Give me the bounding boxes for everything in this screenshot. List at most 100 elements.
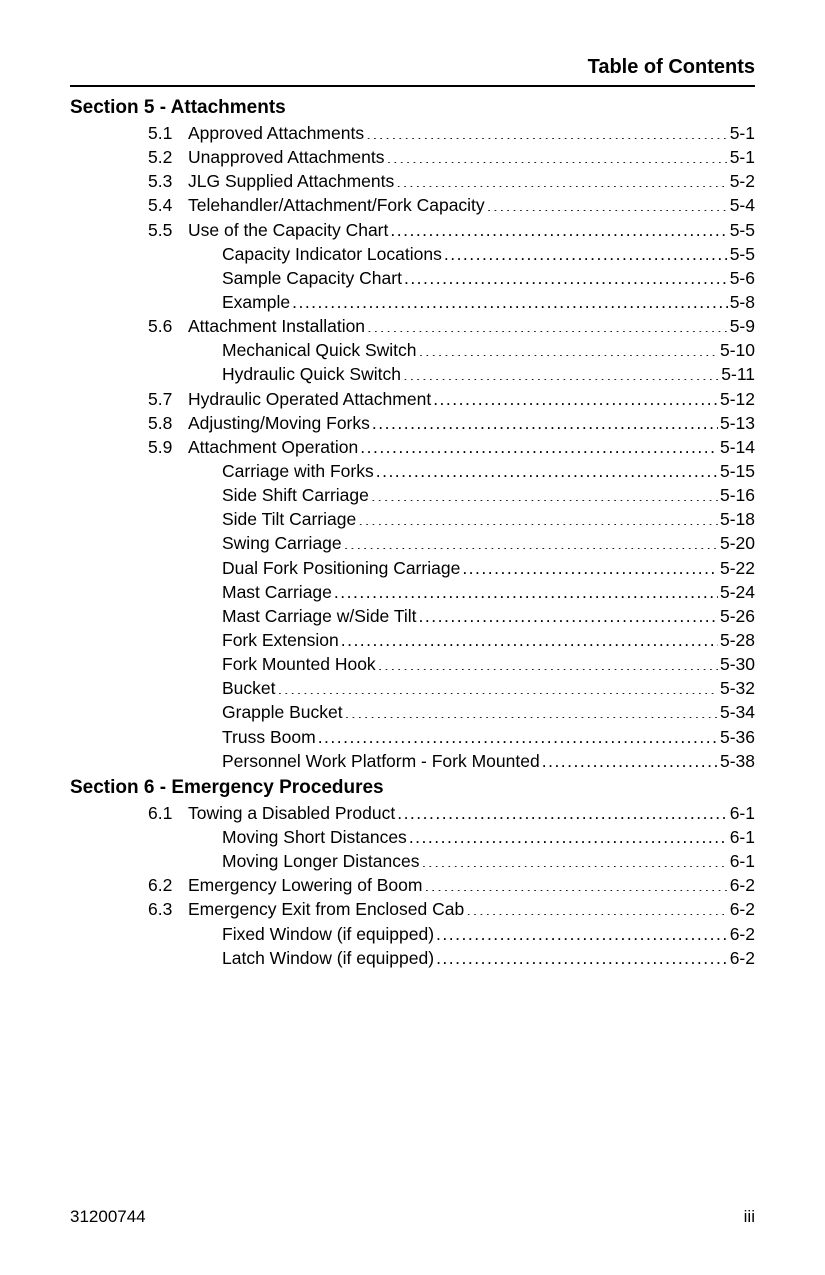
toc-leader-dots <box>444 242 728 260</box>
toc-leader-dots <box>542 749 718 767</box>
toc-subentry-title: Capacity Indicator Locations <box>222 242 444 266</box>
toc-entry-title: Approved Attachments <box>188 121 366 145</box>
toc-entry-page: 5-20 <box>718 531 755 555</box>
toc-leader-dots <box>292 290 728 308</box>
toc-leader-dots <box>344 532 718 550</box>
toc-subentry-title: Fork Extension <box>222 628 341 652</box>
toc-subentry-title: Sample Capacity Chart <box>222 266 404 290</box>
section-heading: Section 5 - Attachments <box>70 97 755 119</box>
toc-entry: 5.2Unapproved Attachments5-1 <box>70 145 755 169</box>
toc-entry-page: 5-8 <box>728 290 755 314</box>
toc-leader-dots <box>378 653 718 671</box>
toc-entry: 5.4Telehandler/Attachment/Fork Capacity5… <box>70 193 755 217</box>
toc-entry-number: 6.1 <box>148 801 188 825</box>
toc-entry: Side Shift Carriage5-16 <box>70 483 755 507</box>
section-heading: Section 6 - Emergency Procedures <box>70 777 755 799</box>
toc-leader-dots <box>466 898 727 916</box>
toc-entry: Bucket5-32 <box>70 676 755 700</box>
toc-entry-page: 5-18 <box>718 507 755 531</box>
toc-leader-dots <box>433 387 718 405</box>
toc-leader-dots <box>396 170 727 188</box>
toc-entry-page: 5-36 <box>718 725 755 749</box>
toc-entry: Fork Extension 5-28 <box>70 628 755 652</box>
toc-subentry-title: Carriage with Forks <box>222 459 376 483</box>
toc-leader-dots <box>345 701 718 719</box>
toc-subentry-title: Fixed Window (if equipped) <box>222 922 436 946</box>
toc-subentry-title: Fork Mounted Hook <box>222 652 378 676</box>
toc-entry: 5.3JLG Supplied Attachments5-2 <box>70 169 755 193</box>
toc-entry-page: 5-11 <box>719 362 755 386</box>
toc-leader-dots <box>403 363 719 381</box>
toc-entry-page: 6-2 <box>728 873 755 897</box>
toc-entry: Mechanical Quick Switch5-10 <box>70 338 755 362</box>
toc-entry-number: 5.3 <box>148 169 188 193</box>
toc-entry: 5.9Attachment Operation 5-14 <box>70 435 755 459</box>
toc-entry: Personnel Work Platform - Fork Mounted5-… <box>70 749 755 773</box>
toc-entry-page: 5-22 <box>718 556 755 580</box>
toc-subentry-title: Bucket <box>222 676 278 700</box>
toc-leader-dots <box>409 825 728 843</box>
toc-entry: Side Tilt Carriage5-18 <box>70 507 755 531</box>
page-footer: 31200744 iii <box>70 1207 755 1227</box>
toc-leader-dots <box>419 604 718 622</box>
toc-entry: Capacity Indicator Locations 5-5 <box>70 242 755 266</box>
toc-entry-number: 5.4 <box>148 193 188 217</box>
toc-container: Section 5 - Attachments5.1Approved Attac… <box>70 97 755 970</box>
toc-subentry-title: Side Shift Carriage <box>222 483 371 507</box>
toc-entry: 5.1Approved Attachments5-1 <box>70 121 755 145</box>
toc-entry-page: 5-14 <box>718 435 755 459</box>
toc-entry-page: 5-1 <box>728 145 755 169</box>
toc-entry-page: 6-1 <box>728 801 755 825</box>
toc-entry-number: 5.2 <box>148 145 188 169</box>
toc-subentry-title: Grapple Bucket <box>222 700 345 724</box>
toc-leader-dots <box>341 628 718 646</box>
toc-entry: Latch Window (if equipped) 6-2 <box>70 946 755 970</box>
toc-entry-page: 6-1 <box>728 849 755 873</box>
toc-subentry-title: Dual Fork Positioning Carriage <box>222 556 462 580</box>
toc-subentry-title: Moving Longer Distances <box>222 849 421 873</box>
toc-leader-dots <box>424 874 727 892</box>
toc-entry-number: 6.2 <box>148 873 188 897</box>
toc-entry-page: 6-1 <box>728 825 755 849</box>
toc-entry-page: 5-15 <box>718 459 755 483</box>
toc-entry: 6.3Emergency Exit from Enclosed Cab6-2 <box>70 897 755 921</box>
toc-entry: 5.7Hydraulic Operated Attachment5-12 <box>70 387 755 411</box>
toc-subentry-title: Mast Carriage <box>222 580 334 604</box>
toc-entry-number: 5.1 <box>148 121 188 145</box>
footer-doc-number: 31200744 <box>70 1207 146 1227</box>
toc-entry-title: Attachment Operation <box>188 435 360 459</box>
toc-entry: Fork Mounted Hook5-30 <box>70 652 755 676</box>
toc-entry: Carriage with Forks 5-15 <box>70 459 755 483</box>
toc-leader-dots <box>387 146 728 164</box>
toc-entry-page: 5-26 <box>718 604 755 628</box>
toc-entry: Truss Boom 5-36 <box>70 725 755 749</box>
toc-entry-page: 6-2 <box>728 922 755 946</box>
toc-entry-title: Telehandler/Attachment/Fork Capacity <box>188 193 487 217</box>
toc-entry-title: Attachment Installation <box>188 314 367 338</box>
toc-entry-page: 5-24 <box>718 580 755 604</box>
toc-leader-dots <box>404 266 728 284</box>
toc-entry-title: Adjusting/Moving Forks <box>188 411 372 435</box>
toc-subentry-title: Latch Window (if equipped) <box>222 946 436 970</box>
toc-entry-page: 5-2 <box>728 169 755 193</box>
toc-entry-page: 5-13 <box>718 411 755 435</box>
toc-subentry-title: Mechanical Quick Switch <box>222 338 419 362</box>
toc-entry-page: 5-28 <box>718 628 755 652</box>
toc-entry-number: 6.3 <box>148 897 188 921</box>
toc-entry: Mast Carriage 5-24 <box>70 580 755 604</box>
toc-entry-number: 5.9 <box>148 435 188 459</box>
toc-leader-dots <box>462 556 718 574</box>
toc-entry: Example 5-8 <box>70 290 755 314</box>
toc-subentry-title: Truss Boom <box>222 725 318 749</box>
toc-entry-number: 5.7 <box>148 387 188 411</box>
toc-entry-page: 5-5 <box>728 242 755 266</box>
toc-entry: 5.6Attachment Installation5-9 <box>70 314 755 338</box>
toc-entry-page: 6-2 <box>728 946 755 970</box>
toc-subentry-title: Example <box>222 290 292 314</box>
toc-leader-dots <box>390 218 727 236</box>
toc-leader-dots <box>318 725 718 743</box>
toc-entry-number: 5.5 <box>148 218 188 242</box>
toc-entry-page: 5-9 <box>728 314 755 338</box>
toc-subentry-title: Swing Carriage <box>222 531 344 555</box>
toc-entry: Dual Fork Positioning Carriage 5-22 <box>70 556 755 580</box>
